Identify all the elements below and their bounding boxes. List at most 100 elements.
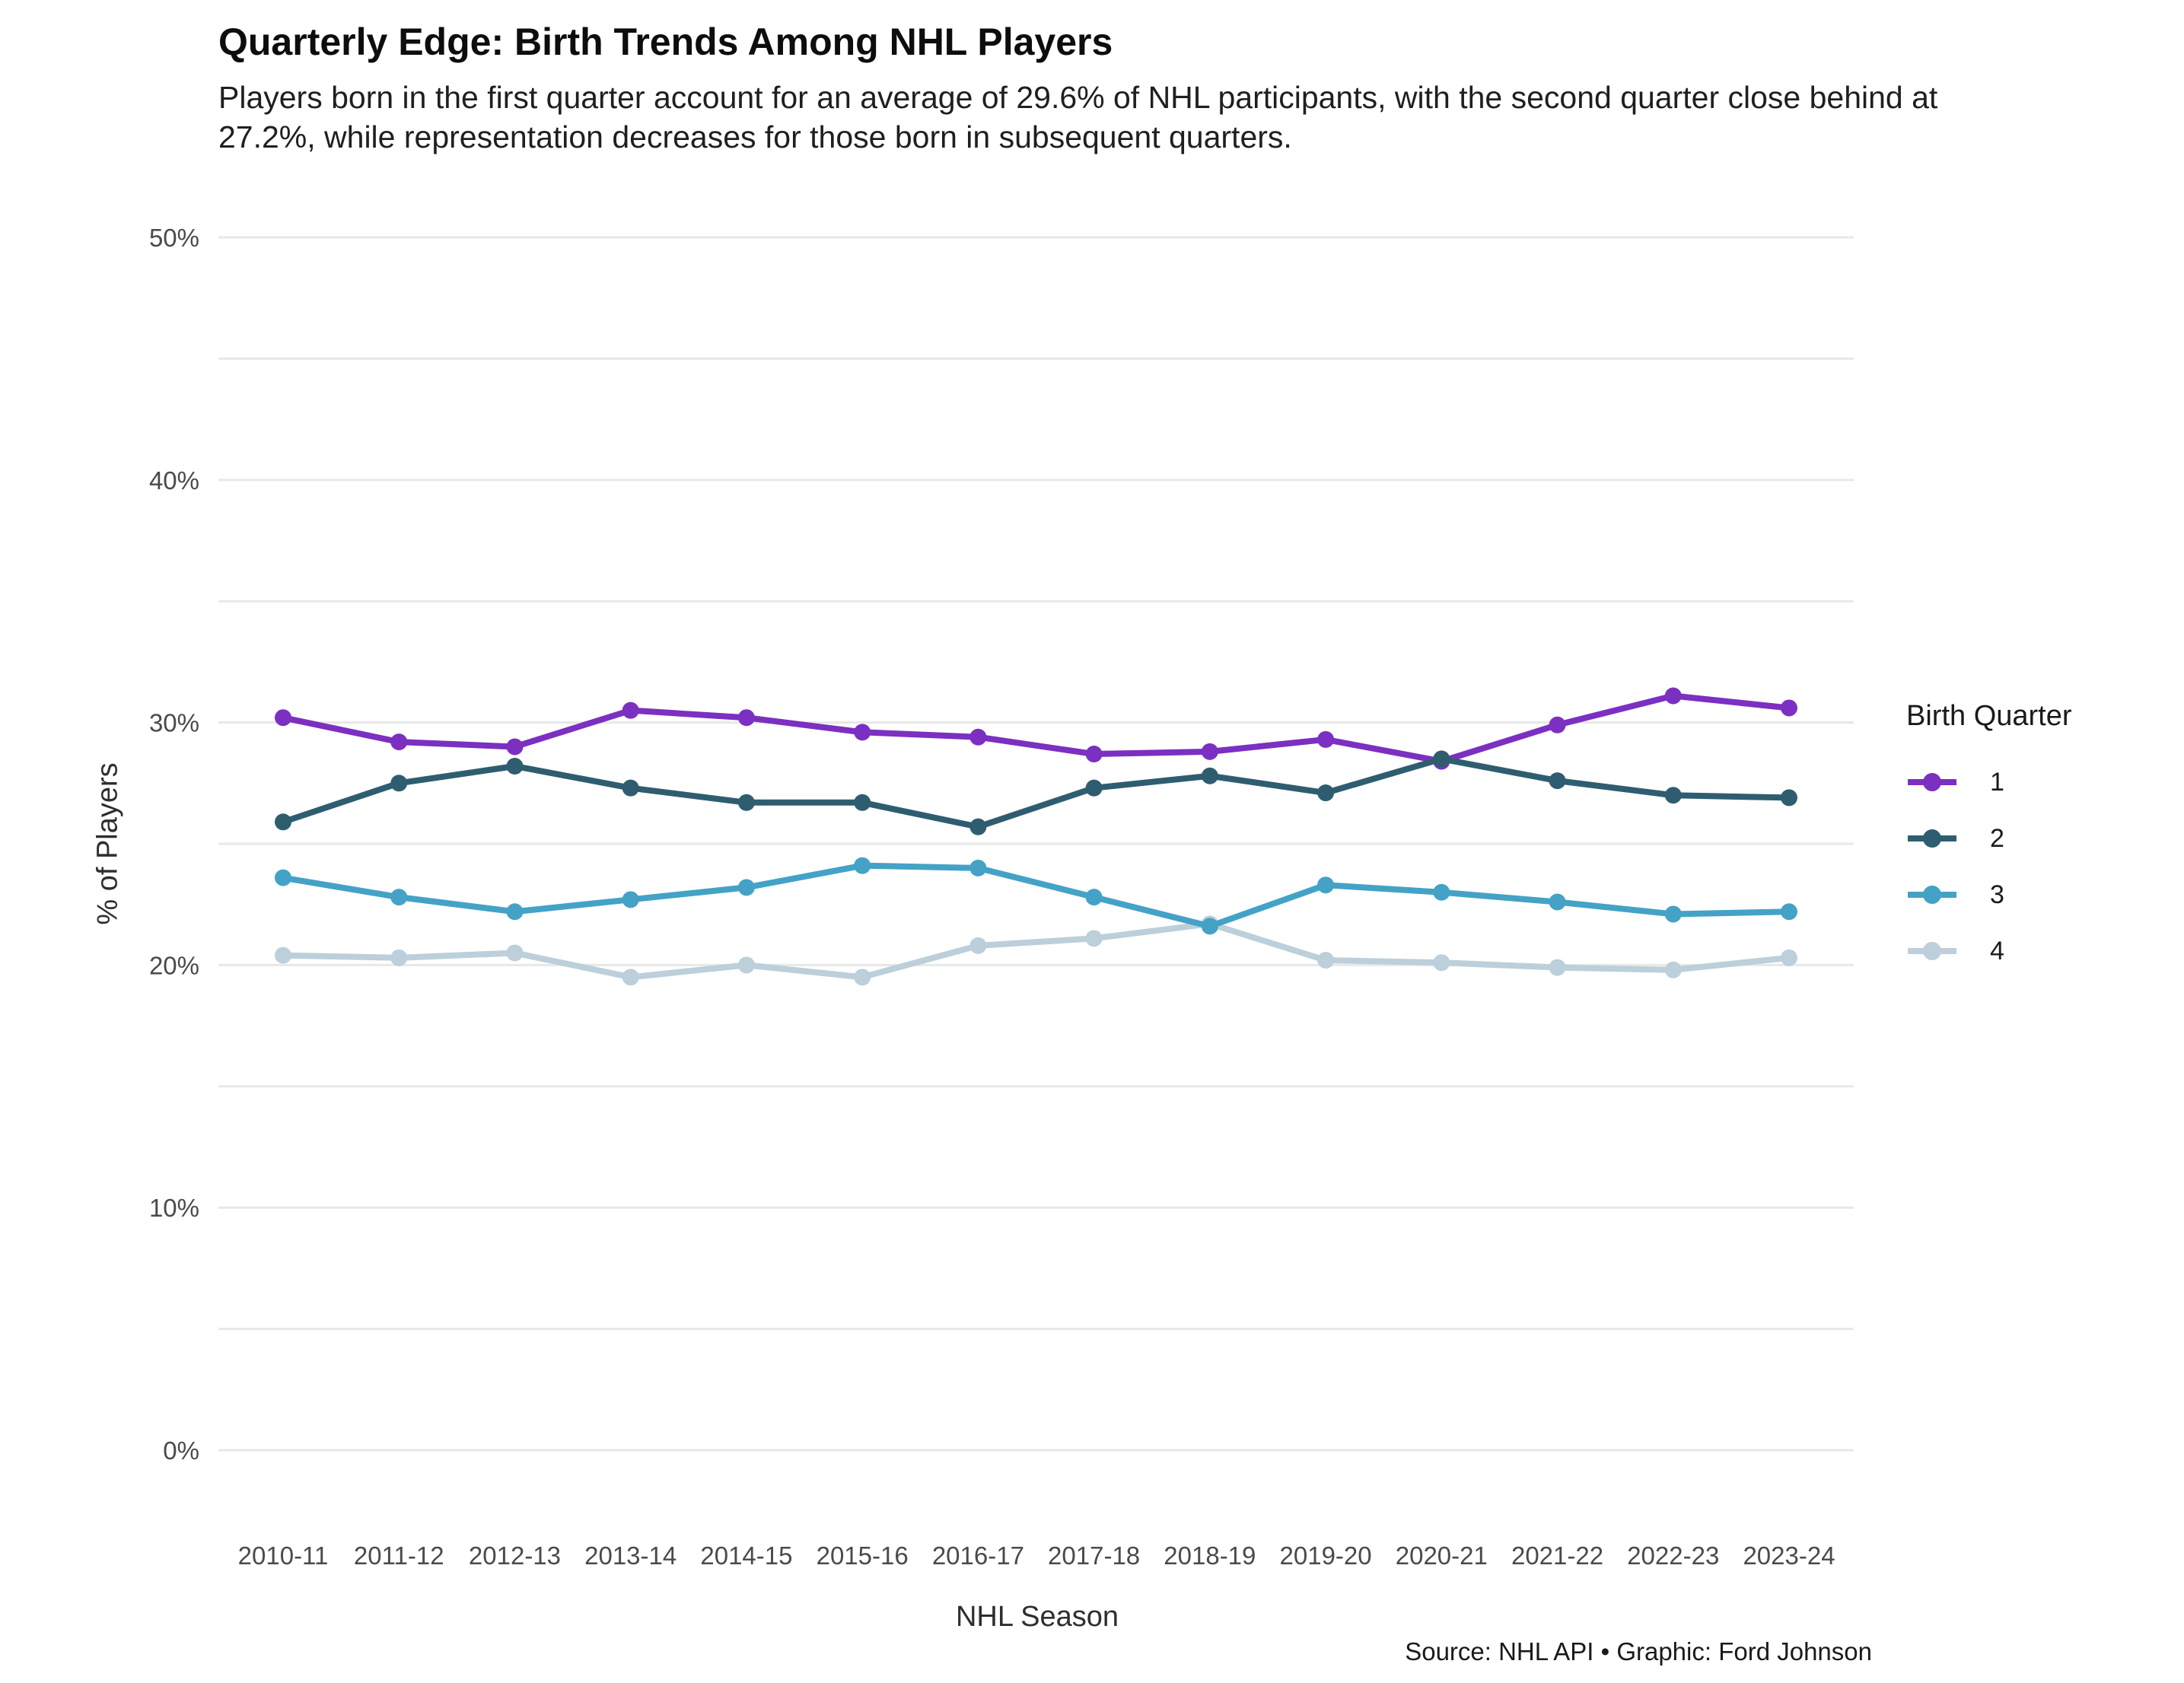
data-point-q2-2020-21[interactable]	[1433, 750, 1450, 768]
legend-item-q3[interactable]: 3	[1906, 867, 2165, 923]
data-point-q4-2013-14[interactable]	[622, 969, 639, 986]
data-point-q1-2023-24[interactable]	[1781, 699, 1797, 717]
chart-title: Quarterly Edge: Birth Trends Among NHL P…	[218, 21, 1113, 63]
source-credit: Source: NHL API • Graphic: Ford Johnson	[1405, 1637, 1872, 1666]
data-point-q4-2017-18[interactable]	[1085, 930, 1103, 947]
data-point-q4-2022-23[interactable]	[1664, 961, 1682, 978]
series-line-q4	[280, 921, 1792, 981]
data-point-q4-2019-20[interactable]	[1317, 952, 1335, 969]
data-point-q3-2022-23[interactable]	[1664, 905, 1682, 923]
series-line-q1	[280, 692, 1792, 765]
x-axis-tick-label: 2015-16	[817, 1541, 909, 1570]
data-point-q4-2011-12[interactable]	[390, 949, 408, 966]
data-point-q2-2021-22[interactable]	[1549, 772, 1566, 790]
data-point-q3-2015-16[interactable]	[854, 857, 871, 874]
data-point-q4-2012-13[interactable]	[506, 944, 524, 962]
data-point-q2-2015-16[interactable]	[854, 794, 871, 811]
legend-items: 1 2 3 4	[1906, 754, 2165, 979]
data-point-q2-2017-18[interactable]	[1085, 779, 1103, 797]
data-point-q3-2011-12[interactable]	[390, 889, 408, 906]
series-line-q2	[280, 756, 1792, 830]
data-point-q1-2013-14[interactable]	[622, 702, 639, 719]
data-point-q4-2015-16[interactable]	[854, 969, 871, 986]
data-point-q1-2012-13[interactable]	[506, 738, 524, 756]
data-point-q3-2013-14[interactable]	[622, 891, 639, 908]
y-axis-tick-label: 10%	[149, 1194, 199, 1222]
data-point-q1-2011-12[interactable]	[390, 733, 408, 751]
x-axis-tick-label: 2020-21	[1396, 1541, 1488, 1570]
legend-item-label: 1	[1990, 767, 2004, 797]
x-axis-tick-label: 2016-17	[932, 1541, 1024, 1570]
data-point-q1-2016-17[interactable]	[969, 728, 987, 746]
data-point-q1-2010-11[interactable]	[275, 709, 291, 727]
legend-swatch-dot	[1923, 886, 1941, 904]
x-axis-tick-label: 2019-20	[1280, 1541, 1372, 1570]
data-point-q2-2022-23[interactable]	[1664, 787, 1682, 804]
data-point-q3-2018-19[interactable]	[1201, 918, 1218, 935]
data-point-q2-2014-15[interactable]	[737, 794, 755, 811]
legend-swatch-icon	[1908, 886, 1956, 904]
legend-item-q1[interactable]: 1	[1906, 754, 2165, 810]
legend-item-label: 4	[1990, 936, 2004, 966]
legend-item-label: 2	[1990, 823, 2004, 853]
data-point-q2-2011-12[interactable]	[390, 775, 408, 792]
x-axis-tick-label: 2018-19	[1164, 1541, 1256, 1570]
x-axis-tick-label: 2022-23	[1627, 1541, 1719, 1570]
data-point-q3-2019-20[interactable]	[1317, 876, 1335, 894]
data-point-q4-2016-17[interactable]	[969, 937, 987, 954]
data-point-q3-2021-22[interactable]	[1549, 893, 1566, 911]
data-point-q3-2023-24[interactable]	[1781, 903, 1797, 921]
data-point-q1-2019-20[interactable]	[1317, 730, 1335, 748]
data-point-q2-2019-20[interactable]	[1317, 784, 1335, 802]
data-point-q4-2010-11[interactable]	[275, 946, 291, 964]
legend-item-q4[interactable]: 4	[1906, 923, 2165, 979]
data-point-q1-2021-22[interactable]	[1549, 716, 1566, 733]
data-point-q3-2012-13[interactable]	[506, 903, 524, 921]
legend-swatch-icon	[1908, 829, 1956, 848]
legend-item-q2[interactable]: 2	[1906, 810, 2165, 867]
series-line-q3	[280, 862, 1792, 930]
data-point-q4-2020-21[interactable]	[1433, 954, 1450, 972]
legend: Birth Quarter 1 2 3 4	[1906, 700, 2165, 979]
x-axis-tick-label: 2013-14	[584, 1541, 677, 1570]
y-axis-tick-label: 30%	[149, 709, 199, 737]
data-point-q3-2010-11[interactable]	[275, 869, 291, 886]
data-point-q1-2022-23[interactable]	[1664, 687, 1682, 705]
legend-swatch-dot	[1923, 773, 1941, 791]
y-axis-title: % of Players	[91, 762, 124, 925]
legend-item-label: 3	[1990, 880, 2004, 909]
data-point-q4-2023-24[interactable]	[1781, 949, 1797, 966]
data-point-q2-2013-14[interactable]	[622, 779, 639, 797]
data-point-q2-2018-19[interactable]	[1201, 767, 1218, 784]
series-q2	[275, 750, 1797, 835]
data-point-q1-2014-15[interactable]	[737, 709, 755, 727]
data-point-q3-2014-15[interactable]	[737, 879, 755, 896]
y-axis-tick-label: 20%	[149, 951, 199, 979]
data-point-q3-2020-21[interactable]	[1433, 883, 1450, 901]
legend-title: Birth Quarter	[1906, 700, 2072, 732]
legend-swatch-dot	[1923, 829, 1941, 848]
data-point-q2-2010-11[interactable]	[275, 813, 291, 831]
x-axis-ticks: 2010-11 2011-12 2012-13 2013-14 2014-15 2015-…	[238, 1541, 1835, 1570]
data-point-q1-2017-18[interactable]	[1085, 746, 1103, 763]
series-q3	[275, 857, 1797, 935]
data-point-q2-2023-24[interactable]	[1781, 789, 1797, 807]
x-axis-tick-label: 2014-15	[700, 1541, 792, 1570]
x-axis-tick-label: 2011-12	[354, 1541, 444, 1570]
x-axis-title: NHL Season	[955, 1601, 1119, 1633]
legend-swatch-icon	[1908, 773, 1956, 791]
data-point-q3-2016-17[interactable]	[969, 859, 987, 876]
chart-subtitle: Players born in the first quarter accoun…	[218, 80, 1938, 155]
series-q1	[275, 687, 1797, 770]
data-point-q4-2021-22[interactable]	[1549, 959, 1566, 976]
data-point-q1-2015-16[interactable]	[854, 724, 871, 741]
legend-swatch-dot	[1923, 942, 1941, 960]
legend-swatch-icon	[1908, 942, 1956, 960]
data-point-q1-2018-19[interactable]	[1201, 743, 1218, 760]
data-point-q3-2017-18[interactable]	[1085, 889, 1103, 906]
data-point-q2-2016-17[interactable]	[969, 818, 987, 835]
data-point-q4-2014-15[interactable]	[737, 956, 755, 974]
data-point-q2-2012-13[interactable]	[506, 757, 524, 775]
series-q4	[275, 915, 1797, 986]
